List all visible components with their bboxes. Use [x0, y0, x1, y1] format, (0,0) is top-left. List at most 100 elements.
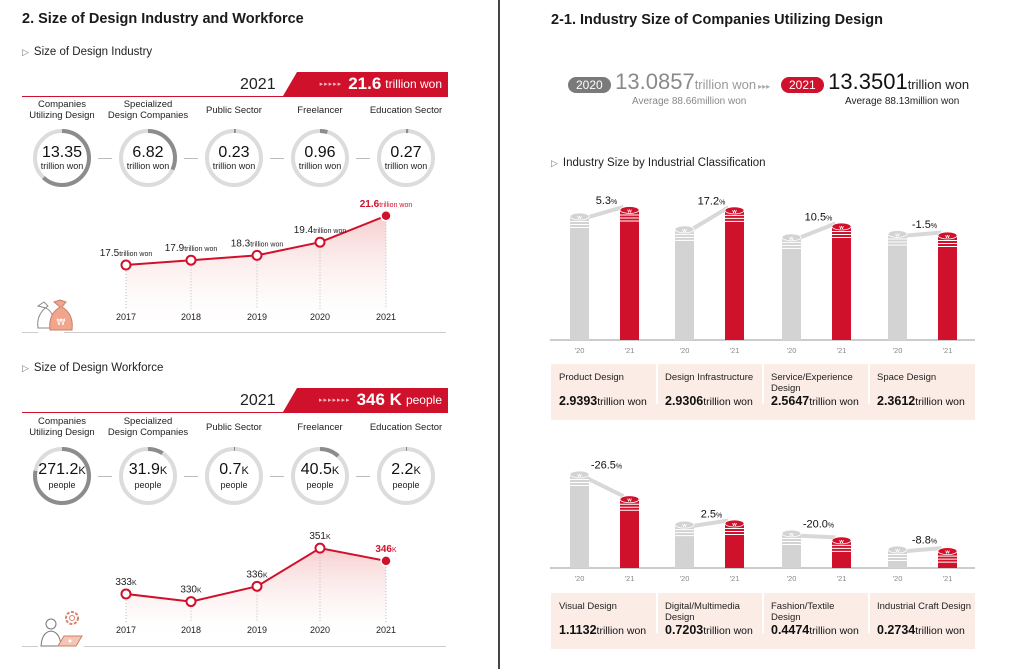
data-label-unit: trillion won: [313, 228, 346, 235]
data-label-value: 18.3: [231, 238, 251, 249]
category-unit: trillion won: [298, 161, 342, 171]
data-label-unit: K: [326, 534, 331, 541]
change-arrow: [901, 230, 942, 238]
progress-ring: [119, 129, 177, 187]
circle-text: 0.27 trillion won: [376, 128, 436, 188]
won-icon: w: [576, 473, 582, 479]
category-circle: 6.82 trillion won: [118, 128, 178, 188]
stat-value-unit: trillion won: [809, 625, 859, 637]
data-label-value: 336: [246, 569, 263, 580]
change-arrow: [901, 546, 942, 554]
stat-value-unit: trillion won: [703, 396, 753, 408]
stat-name: Industrial Craft Design: [877, 601, 971, 612]
change-value: 17.2: [698, 195, 719, 207]
data-point: [380, 555, 392, 567]
category-label-line2: Utilizing Design: [29, 110, 95, 121]
progress-ring: [205, 129, 263, 187]
coin-top: [937, 231, 958, 240]
x-tick-label: 2017: [116, 312, 136, 322]
industry-baseline-left: [22, 332, 38, 333]
change-arrow: [582, 205, 625, 221]
data-label-value: 333: [115, 577, 132, 588]
bar-2020: [675, 524, 694, 568]
progress-ring: [291, 129, 349, 187]
arrows-icon: ▸▸▸▸▸▸▸: [318, 397, 351, 404]
category-unit: people: [392, 480, 420, 490]
bar-2021: [620, 499, 639, 568]
category-label-line2: Education Sector: [369, 422, 443, 433]
arrows-icon: ▸▸▸: [758, 82, 771, 91]
ring-fill: [291, 447, 349, 505]
data-label: 21.6trillion won: [360, 199, 413, 210]
change-label: 2.5%: [701, 509, 723, 521]
category-value-number: 0.27: [390, 144, 422, 161]
won-icon: w: [944, 234, 950, 240]
change-value: -1.5: [912, 219, 931, 231]
change-label: -1.5%: [912, 219, 937, 231]
summary-current: 2021 13.3501trillion won: [781, 69, 969, 95]
coin-top: [674, 520, 695, 529]
won-icon: w: [681, 523, 687, 529]
category-value: 2.2K: [391, 461, 421, 480]
industry-baseline: [64, 332, 446, 333]
category-value-number: 271.2: [38, 461, 79, 478]
stat-value-unit: trillion won: [703, 625, 753, 637]
connector-dash: [184, 158, 198, 159]
category-label-line2: Freelancer: [297, 422, 343, 433]
x-tick-label: '21: [837, 574, 847, 583]
industry-year: 2021: [240, 76, 276, 93]
x-tick-label: '21: [730, 574, 740, 583]
category-value-number: 31.9: [128, 461, 160, 478]
category-label: Specialized Design Companies: [103, 99, 193, 121]
data-label-value: 330: [180, 585, 197, 596]
coin-top: [937, 547, 958, 556]
circle-text: 0.7K people: [204, 446, 264, 506]
bar-2020: [570, 216, 589, 340]
change-label: -26.5%: [591, 459, 622, 471]
industry-total-unit: trillion won: [385, 77, 442, 91]
workforce-baseline: [84, 646, 446, 647]
designer-icon: [40, 611, 83, 647]
category-value: 0.7K: [219, 461, 249, 480]
stat-value-number: 2.3612: [877, 394, 916, 408]
change-unit: %: [931, 223, 937, 230]
category-value: 31.9K: [129, 461, 167, 480]
data-point: [120, 259, 132, 271]
ring-fill: [377, 447, 435, 505]
stat-value-number: 2.9306: [665, 394, 704, 408]
progress-ring: [377, 129, 435, 187]
bar-2021: [620, 209, 639, 340]
cell-separator: [656, 364, 658, 404]
category-value: 6.82: [132, 144, 163, 161]
category-value-number: 0.96: [304, 144, 336, 161]
industry-total-value: 21.6: [348, 74, 382, 93]
stat-cell: Service/Experience Design 2.5647trillion …: [763, 364, 869, 420]
category-unit: trillion won: [212, 161, 256, 171]
classification-bar-chart-2: w w -26.5% '20 '21 w w 2.5% '20 '21 w w -20.0% '20 '21…: [550, 459, 975, 583]
data-label: 17.9trillion won: [165, 243, 218, 254]
won-icon: w: [944, 550, 950, 556]
category-value-suffix: K: [413, 465, 421, 477]
stat-value-unit: trillion won: [809, 396, 859, 408]
section-title: 2. Size of Design Industry and Workforce: [22, 11, 304, 27]
x-tick-label: '21: [943, 346, 953, 355]
bar-2020: [888, 233, 907, 340]
category-value-suffix: K: [159, 465, 168, 477]
category-label: Freelancer: [275, 105, 365, 116]
stat-cell: Fashion/Textile Design 0.4474trillion won: [763, 593, 869, 649]
connector-dash: [98, 158, 112, 159]
category-unit: people: [306, 480, 334, 490]
ring-fill: [119, 447, 177, 505]
category-label: Freelancer: [275, 422, 365, 433]
change-label: 5.3%: [596, 195, 618, 207]
category-circle: 271.2K people: [32, 446, 92, 506]
prev-average: Average 88.66million won: [632, 96, 747, 107]
stat-name: Fashion/Textile Design: [771, 601, 835, 623]
category-circle: 2.2K people: [376, 446, 436, 506]
stat-value: 2.5647trillion won: [771, 394, 859, 408]
category-value-number: 2.2: [391, 461, 414, 478]
won-icon: w: [788, 236, 794, 242]
connector-dash: [356, 476, 370, 477]
change-unit: %: [719, 199, 725, 206]
stat-value: 0.7203trillion won: [665, 623, 753, 637]
